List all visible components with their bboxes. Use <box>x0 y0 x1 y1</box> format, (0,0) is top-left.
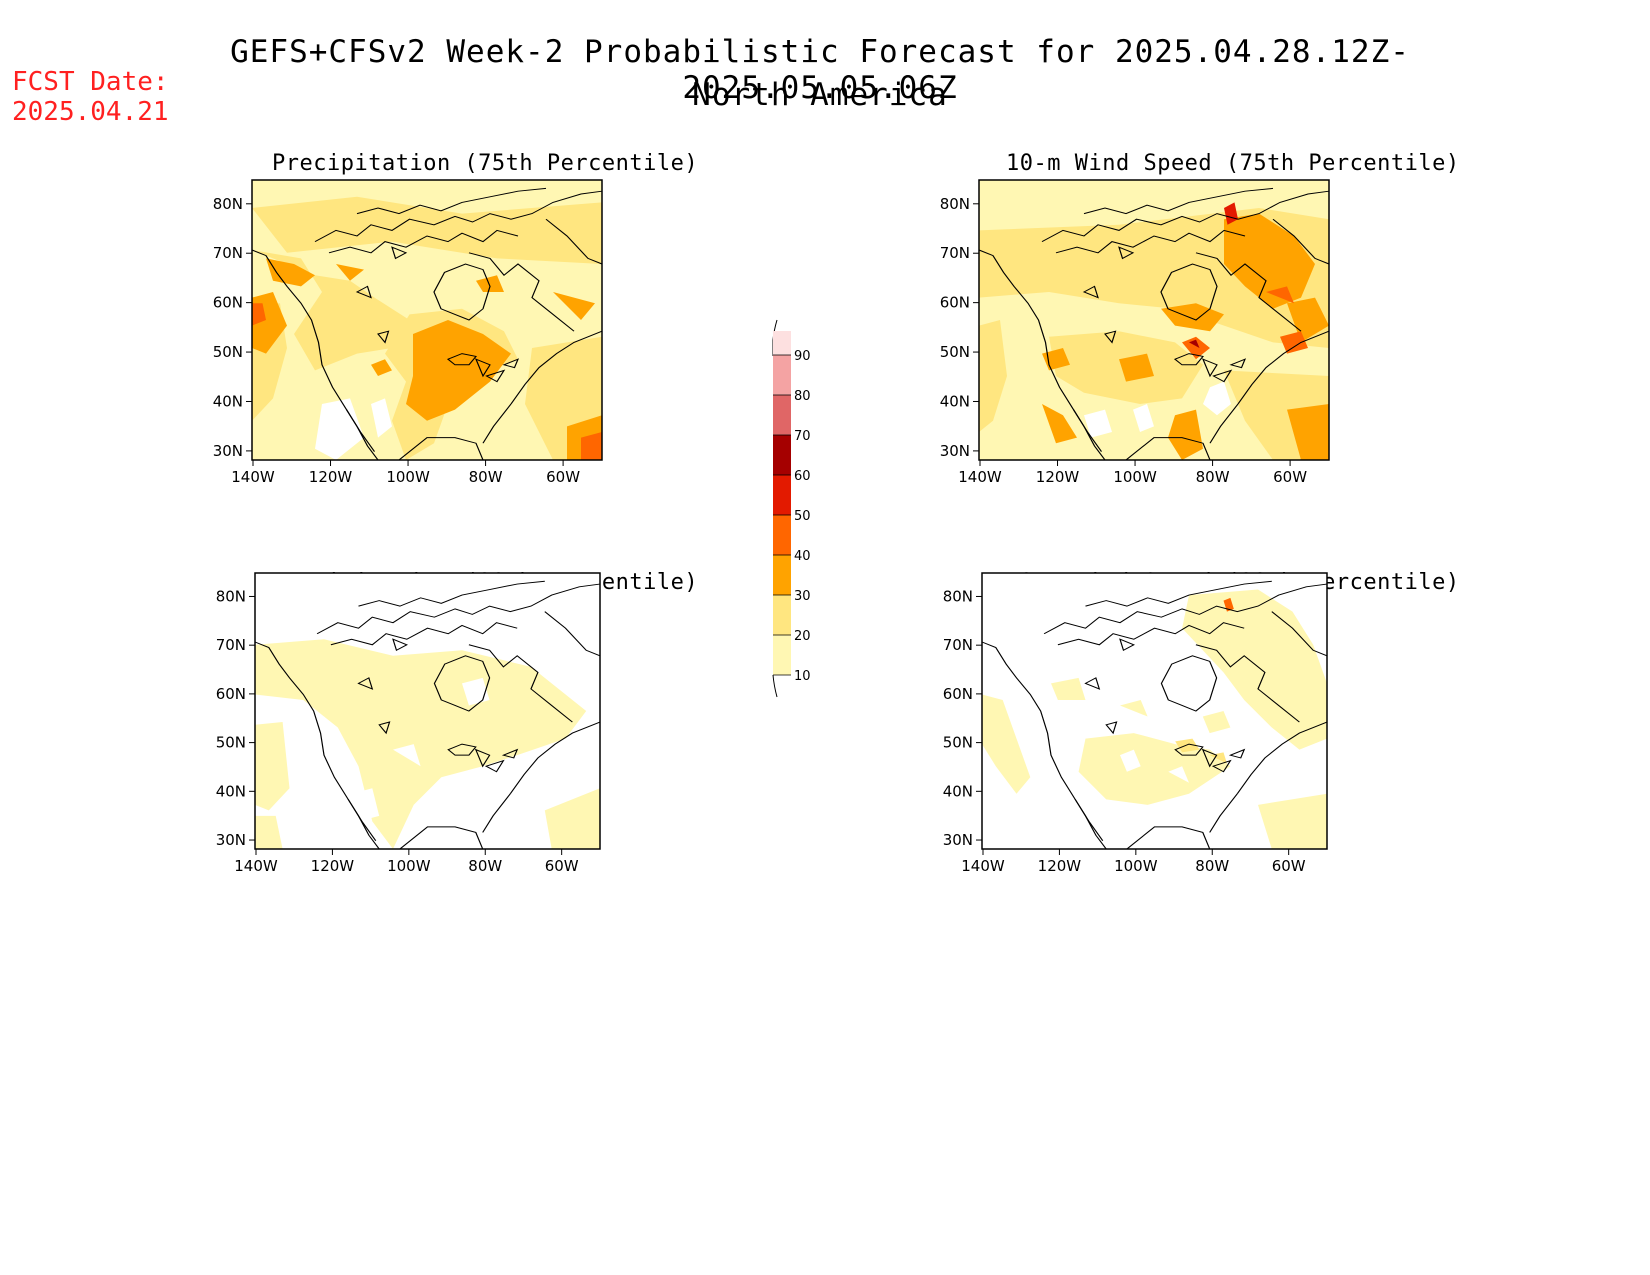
colorbar-swatch-50 <box>773 475 791 515</box>
colorbar-swatch-30 <box>773 555 791 595</box>
main-title: GEFS+CFSv2 Week-2 Probabilistic Forecast… <box>230 34 1410 106</box>
map-precip-75 <box>251 179 603 461</box>
colorbar-label-90: 90 <box>794 349 811 364</box>
lon-label-precip-90: 120W <box>311 857 355 875</box>
lat-label-precip-75: 30N <box>213 442 243 460</box>
lat-label-precip-90: 80N <box>216 587 246 605</box>
colorbar-label-60: 60 <box>794 469 811 484</box>
colorbar-label-40: 40 <box>794 549 811 564</box>
lat-label-wind-75: 40N <box>940 392 970 410</box>
lat-label-wind-75: 60N <box>940 294 970 312</box>
lon-label-precip-90: 140W <box>234 857 278 875</box>
lon-label-wind-75: 60W <box>1273 468 1307 486</box>
lat-label-precip-75: 80N <box>213 195 243 213</box>
lat-label-precip-75: 60N <box>213 294 243 312</box>
lat-label-wind-90: 80N <box>943 587 973 605</box>
colorbar-swatch-60 <box>773 435 791 475</box>
colorbar-label-80: 80 <box>794 389 811 404</box>
panel-title-precip-75: Precipitation (75th Percentile) <box>272 151 699 176</box>
lon-label-precip-75: 120W <box>309 468 353 486</box>
lat-label-wind-90: 50N <box>943 734 973 752</box>
fcst-date-value: 2025.04.21 <box>12 97 169 127</box>
lon-label-precip-75: 140W <box>231 468 275 486</box>
map-wind-90 <box>981 572 1328 850</box>
lon-label-precip-90: 60W <box>545 857 579 875</box>
colorbar-swatch-10 <box>773 635 791 675</box>
colorbar-swatch-40 <box>773 515 791 555</box>
lon-label-wind-75: 100W <box>1113 468 1157 486</box>
fcst-date-label: FCST Date: <box>12 67 169 97</box>
colorbar: 10 20 30 40 50 60 70 80 90 <box>772 319 811 698</box>
lat-label-wind-90: 30N <box>943 831 973 849</box>
lon-label-precip-75: 60W <box>546 468 580 486</box>
lat-label-precip-90: 50N <box>216 734 246 752</box>
lon-label-wind-75: 80W <box>1196 468 1230 486</box>
lat-label-precip-75: 50N <box>213 343 243 361</box>
colorbar-swatch-90 <box>773 331 791 355</box>
lon-label-wind-90: 80W <box>1195 857 1229 875</box>
lat-label-wind-90: 60N <box>943 685 973 703</box>
map-precip-90 <box>254 572 601 850</box>
map-wind-75 <box>978 179 1330 461</box>
region-subtitle: North America <box>692 77 948 113</box>
colorbar-swatch-20 <box>773 595 791 635</box>
lon-label-wind-75: 140W <box>958 468 1002 486</box>
lat-label-wind-90: 40N <box>943 782 973 800</box>
lon-label-precip-90: 80W <box>468 857 502 875</box>
lat-label-precip-90: 30N <box>216 831 246 849</box>
lat-label-wind-75: 70N <box>940 244 970 262</box>
lat-label-wind-90: 70N <box>943 636 973 654</box>
colorbar-swatch-80 <box>773 355 791 395</box>
lat-label-precip-90: 40N <box>216 782 246 800</box>
colorbar-label-30: 30 <box>794 589 811 604</box>
lat-label-precip-90: 60N <box>216 685 246 703</box>
colorbar-label-10: 10 <box>794 669 811 684</box>
lon-label-wind-90: 140W <box>961 857 1005 875</box>
lon-label-wind-90: 100W <box>1114 857 1158 875</box>
colorbar-label-20: 20 <box>794 629 811 644</box>
lon-label-precip-75: 100W <box>386 468 430 486</box>
colorbar-swatch-70 <box>773 395 791 435</box>
lon-label-wind-75: 120W <box>1036 468 1080 486</box>
colorbar-label-50: 50 <box>794 509 811 524</box>
lat-label-precip-75: 40N <box>213 392 243 410</box>
panel-title-wind-75: 10-m Wind Speed (75th Percentile) <box>1006 151 1460 176</box>
lon-label-wind-90: 60W <box>1272 857 1306 875</box>
lat-label-wind-75: 30N <box>940 442 970 460</box>
lat-label-precip-75: 70N <box>213 244 243 262</box>
lat-label-wind-75: 80N <box>940 195 970 213</box>
lon-label-precip-75: 80W <box>469 468 503 486</box>
lat-label-wind-75: 50N <box>940 343 970 361</box>
lat-label-precip-90: 70N <box>216 636 246 654</box>
colorbar-label-70: 70 <box>794 429 811 444</box>
lon-label-precip-90: 100W <box>387 857 431 875</box>
lon-label-wind-90: 120W <box>1038 857 1082 875</box>
